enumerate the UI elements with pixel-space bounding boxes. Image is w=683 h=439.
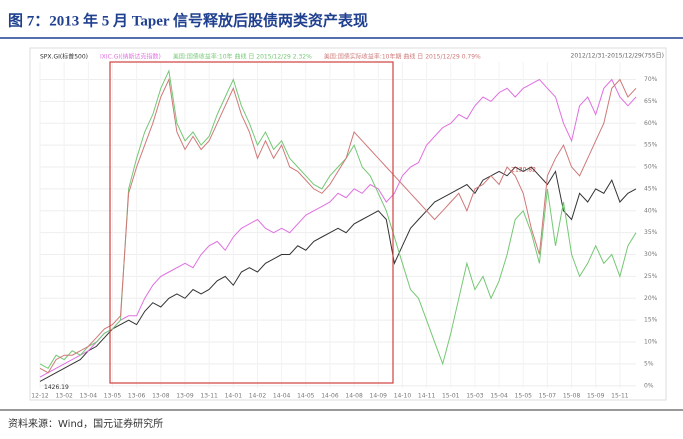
legend-label: 美国:国债收益率:10年 曲线 日 2015/12/29 2.32% (173, 53, 312, 61)
x-tick-label: 13-11 (200, 393, 218, 400)
x-tick-label: 13-08 (152, 393, 170, 400)
x-tick-label: 13-09 (176, 393, 194, 400)
x-tick-label: 13-02 (55, 393, 73, 400)
highlight-box (109, 61, 394, 384)
x-tick-label: 15-11 (611, 393, 629, 400)
x-tick-label: 15-05 (515, 393, 533, 400)
source-note: 资料来源：Wind，国元证券研究所 (8, 417, 163, 430)
annotation: 1426.19 (44, 384, 69, 391)
x-tick-label: 15-07 (539, 393, 557, 400)
x-tick-label: 15-01 (442, 393, 460, 400)
legend-label: 美国:国债实际收益率:10年期 曲线 日 2015/12/29 0.79% (324, 53, 481, 61)
annotation: 2130.82 (511, 166, 536, 173)
x-tick-label: 14-01 (225, 393, 243, 400)
y-tick-label: 70% (644, 76, 658, 83)
x-tick-label: 15-04 (490, 393, 508, 400)
y-tick-label: 45% (644, 185, 658, 192)
x-tick-label: 14-11 (418, 393, 436, 400)
x-tick-label: 14-10 (394, 393, 412, 400)
legend-label: IXIC.GI(纳斯达克指数) (100, 53, 161, 61)
x-tick-label: 15-03 (466, 393, 484, 400)
y-tick-label: 60% (644, 120, 658, 127)
x-tick-label: 14-04 (273, 393, 291, 400)
series-line (39, 77, 637, 374)
y-tick-label: 20% (644, 295, 658, 302)
x-tick-label: 14-06 (321, 393, 339, 400)
x-tick-label: 15-09 (587, 393, 605, 400)
y-tick-label: 55% (644, 142, 658, 149)
chart-frame (29, 47, 667, 401)
x-tick-label: 13-05 (104, 393, 122, 400)
y-tick-label: 25% (644, 273, 658, 280)
y-tick-label: 30% (644, 251, 658, 258)
series-line (39, 69, 637, 369)
series-line (39, 166, 637, 382)
figure-title: 图 7：2013 年 5 月 Taper 信号释放后股债两类资产表现 (8, 11, 368, 29)
x-tick-label: 14-05 (297, 393, 315, 400)
x-tick-label: 14-02 (249, 393, 267, 400)
legend: SPX.GI(标普500) IXIC.GI(纳斯达克指数) 美国:国债收益率:10年… (40, 53, 481, 61)
y-tick-label: 65% (644, 98, 658, 105)
legend-label: SPX.GI(标普500) (40, 53, 88, 61)
y-tick-label: 40% (644, 207, 658, 214)
y-tick-label: 10% (644, 339, 658, 346)
y-tick-label: 5% (644, 360, 654, 367)
y-tick-label: 0% (644, 382, 654, 389)
x-tick-label: 12-12 (31, 393, 49, 400)
y-tick-label: 15% (644, 317, 658, 324)
range-label: 2012/12/31-2015/12/29(755日) (571, 53, 664, 60)
y-tick-label: 50% (644, 164, 658, 171)
x-tick-label: 13-06 (128, 393, 146, 400)
x-tick-label: 14-08 (345, 393, 363, 400)
x-tick-label: 13-04 (80, 393, 98, 400)
x-tick-label: 15-08 (563, 393, 581, 400)
x-tick-label: 14-09 (370, 393, 388, 400)
plot: 0% 5% 10% 15% 20% 25% 30% 35% 40% 45% 50% 55% 60% 65%… (31, 62, 658, 400)
y-tick-label: 35% (644, 229, 658, 236)
series-line (39, 78, 637, 378)
